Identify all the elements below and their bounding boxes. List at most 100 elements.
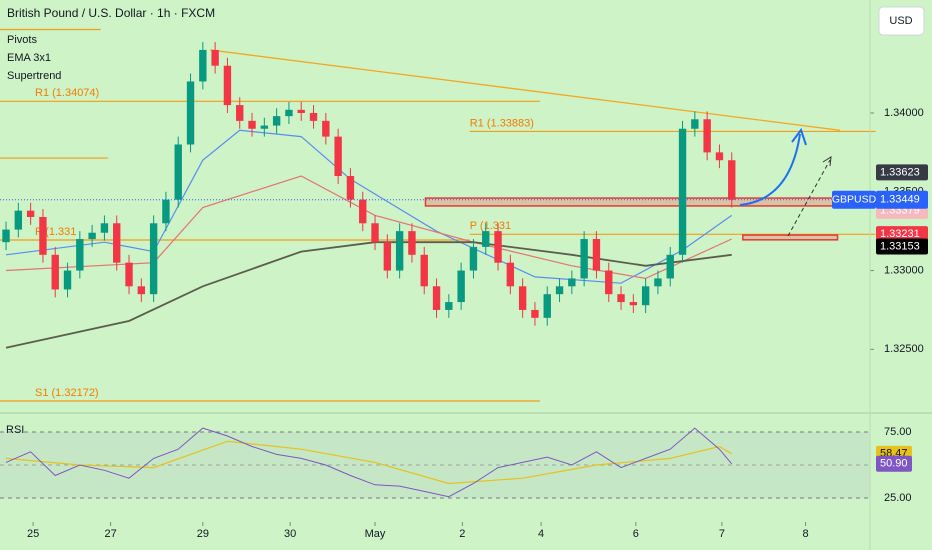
candle-body bbox=[482, 231, 490, 247]
candle-body bbox=[678, 128, 687, 255]
candle bbox=[728, 152, 736, 208]
x-tick-label: 25 bbox=[27, 528, 39, 540]
candle bbox=[494, 223, 502, 271]
candle-body bbox=[568, 278, 576, 287]
forecast-arrow bbox=[739, 133, 801, 206]
candle-body bbox=[432, 286, 441, 310]
candle-body bbox=[211, 49, 219, 66]
price-badge bbox=[876, 190, 928, 209]
candle-body bbox=[371, 223, 379, 243]
candle-body bbox=[39, 216, 47, 255]
price-badge-label: 1.33153 bbox=[880, 240, 920, 252]
price-badge bbox=[876, 164, 928, 181]
candle bbox=[162, 191, 170, 232]
price-badge-label: 1.33449 bbox=[880, 194, 920, 206]
candle bbox=[26, 202, 35, 225]
candle-body bbox=[691, 119, 699, 129]
candle-body bbox=[297, 109, 305, 113]
candle-body bbox=[88, 232, 96, 240]
candle bbox=[297, 101, 305, 121]
candle bbox=[383, 234, 392, 279]
candle-body bbox=[76, 239, 84, 271]
currency[interactable]: USD bbox=[889, 15, 912, 27]
candle bbox=[666, 246, 674, 287]
y-tick-label: 1.33000 bbox=[884, 264, 924, 276]
candle-body bbox=[186, 81, 195, 145]
candle-body bbox=[199, 49, 207, 82]
candle bbox=[395, 223, 404, 279]
candle bbox=[469, 239, 478, 279]
x-tick-label: 6 bbox=[633, 528, 639, 540]
candle-body bbox=[715, 152, 724, 161]
candle bbox=[408, 223, 416, 263]
background bbox=[32, 112, 874, 526]
candle-body bbox=[236, 105, 244, 121]
candle bbox=[531, 302, 539, 326]
symbol-tag-label: GBPUSD bbox=[832, 194, 877, 206]
price-pane: R1 (1.34074) P (1.331 S1 (1.32172) R1 (1.33… bbox=[0, 28, 876, 402]
candle-body bbox=[248, 120, 256, 129]
candle bbox=[39, 209, 47, 263]
candle-body bbox=[469, 246, 478, 271]
candle bbox=[654, 270, 662, 295]
price-badge-label: 1.33231 bbox=[880, 228, 920, 240]
candle-body bbox=[14, 210, 23, 230]
candle-body bbox=[346, 176, 355, 200]
candle-body bbox=[285, 109, 293, 117]
candle bbox=[482, 223, 490, 255]
price-badge bbox=[876, 226, 928, 243]
candle bbox=[63, 262, 72, 298]
rsi-line bbox=[5, 427, 733, 498]
indicator-name: EMA 3x1 bbox=[7, 52, 51, 64]
rsi-tick-label: 25.00 bbox=[884, 492, 912, 504]
x-tick-label: 30 bbox=[284, 528, 296, 540]
candle bbox=[518, 278, 527, 318]
candle-body bbox=[26, 210, 35, 217]
candle bbox=[14, 202, 23, 238]
currency-box[interactable] bbox=[878, 6, 925, 36]
candle bbox=[322, 112, 330, 145]
candle bbox=[248, 112, 256, 137]
candle bbox=[2, 221, 10, 251]
candle bbox=[88, 224, 96, 247]
candle bbox=[371, 215, 379, 251]
rsi-title: RSI bbox=[6, 424, 24, 436]
x-tick-label: 7 bbox=[719, 528, 725, 540]
candle-body bbox=[223, 65, 232, 106]
price-badge-label: 1.33623 bbox=[880, 166, 920, 178]
candle bbox=[457, 262, 465, 310]
candle-body bbox=[605, 270, 613, 295]
candle bbox=[420, 246, 428, 295]
candle bbox=[186, 73, 195, 153]
candle-body bbox=[359, 199, 367, 224]
candle-body bbox=[322, 120, 330, 137]
candle bbox=[715, 144, 724, 169]
candle-body bbox=[728, 160, 736, 200]
candle bbox=[309, 105, 318, 129]
candle bbox=[174, 136, 182, 208]
candle-body bbox=[543, 294, 551, 318]
candle-body bbox=[260, 125, 269, 129]
rsi-pane bbox=[0, 427, 870, 499]
candle-body bbox=[457, 270, 465, 303]
candle-body bbox=[506, 262, 515, 287]
candle bbox=[199, 42, 207, 90]
candle bbox=[223, 57, 232, 113]
y-tick-label: 1.34000 bbox=[884, 107, 924, 119]
indicator-name: Supertrend bbox=[7, 70, 61, 82]
y-tick-label: 1.32500 bbox=[884, 343, 924, 355]
trendline bbox=[210, 49, 841, 131]
candle-body bbox=[592, 239, 601, 271]
resistance-zone bbox=[742, 234, 839, 241]
arrow-head bbox=[791, 127, 807, 146]
candle-body bbox=[125, 262, 133, 287]
candle bbox=[678, 120, 687, 263]
candle-body bbox=[149, 223, 158, 295]
arrow-head bbox=[822, 156, 832, 167]
candle-body bbox=[518, 286, 527, 310]
candle bbox=[445, 294, 453, 318]
candle-body bbox=[395, 231, 404, 271]
symbol-tag bbox=[832, 190, 876, 209]
